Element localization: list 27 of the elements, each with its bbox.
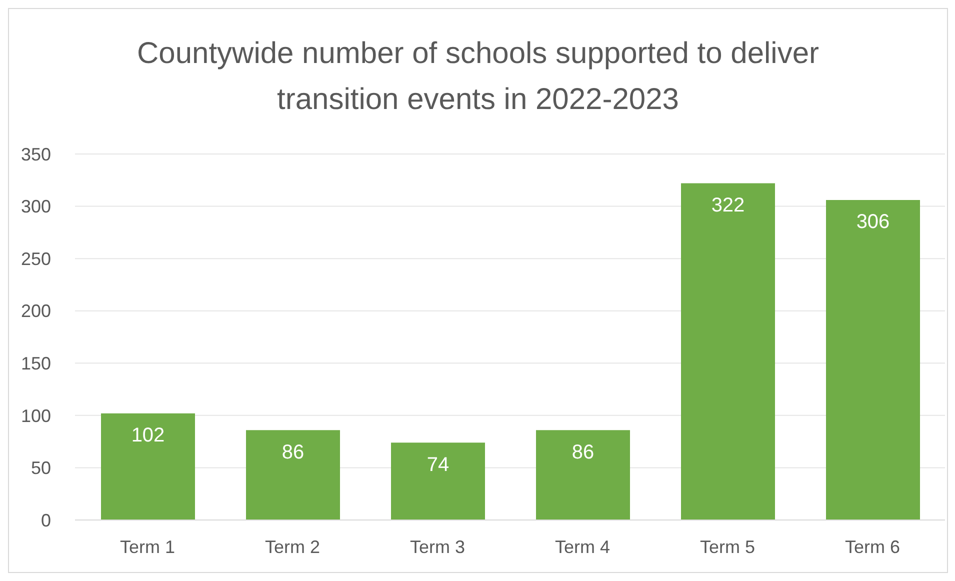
- y-tick-label: 200: [20, 301, 51, 322]
- data-label: 86: [572, 441, 594, 464]
- data-label: 102: [131, 424, 165, 447]
- data-label: 322: [711, 194, 745, 216]
- x-tick-label: Term 2: [264, 536, 320, 557]
- data-label: 306: [856, 211, 890, 234]
- chart-title: Countywide number of schools supported to deliver transition events in 2022-2023: [136, 36, 820, 118]
- y-tick-label: 250: [20, 248, 51, 269]
- x-tick-label: Term 4: [554, 536, 610, 557]
- bar: [681, 183, 775, 520]
- y-tick-label: 350: [20, 144, 51, 164]
- bar: [391, 442, 485, 520]
- y-tick-label: 100: [20, 406, 51, 426]
- x-tick-label: Term 5: [700, 536, 756, 557]
- x-tick-label: Term 6: [844, 536, 900, 557]
- data-label: 86: [282, 441, 304, 464]
- bar: [246, 430, 340, 520]
- bar: [101, 413, 195, 520]
- data-label: 74: [426, 454, 450, 476]
- y-tick-label: 300: [20, 196, 51, 217]
- y-tick-label: 0: [40, 510, 51, 530]
- x-tick-label: Term 3: [410, 536, 466, 557]
- bar: [826, 200, 920, 520]
- y-tick-label: 50: [30, 458, 51, 478]
- y-tick-label: 150: [20, 354, 51, 374]
- bar: [536, 430, 630, 520]
- x-tick-label: Term 1: [120, 536, 176, 557]
